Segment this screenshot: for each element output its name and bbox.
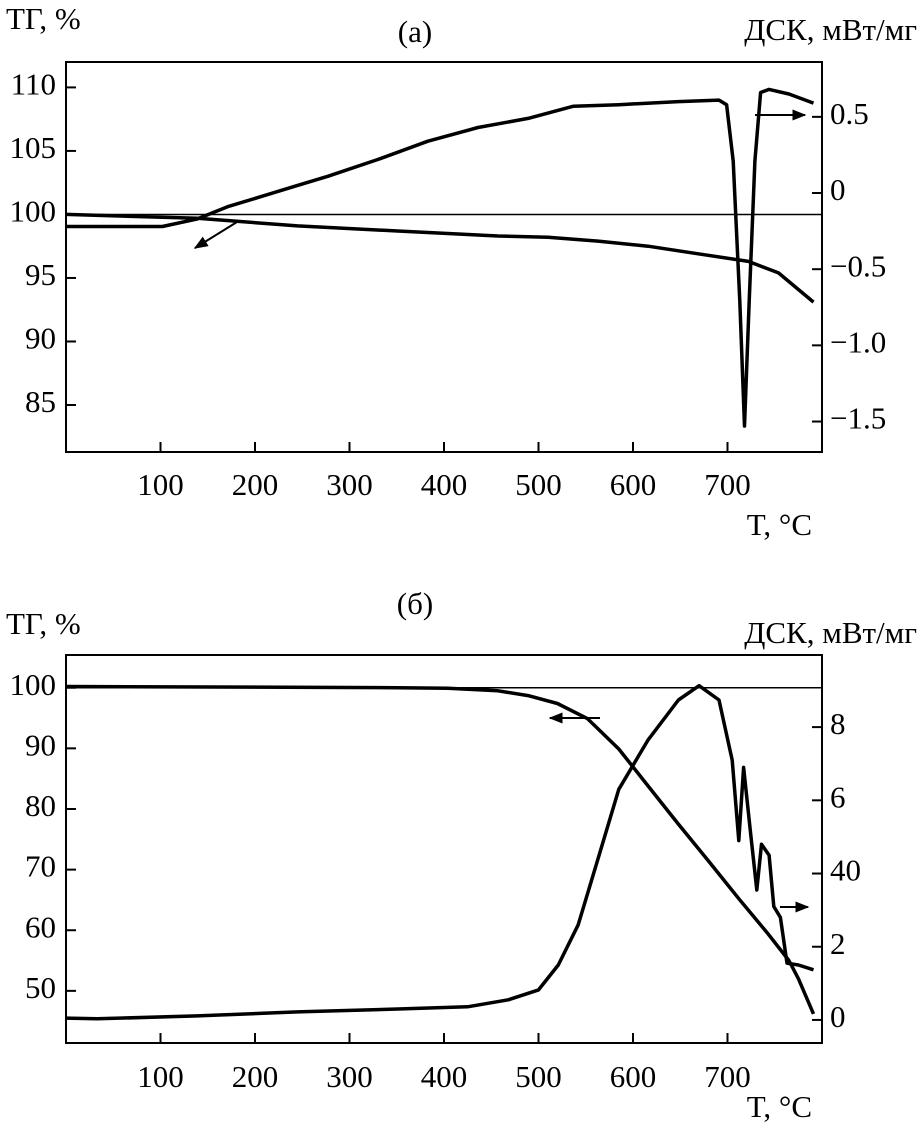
y-tick-label: 105 [10,130,57,165]
x-tick-label: 300 [326,1059,373,1094]
y-tick-label: 90 [25,727,56,762]
y-axis-label: ТГ, % [6,1,81,36]
y2-tick-label: 6 [830,779,846,814]
x-tick-label: 500 [515,1059,562,1094]
x-tick-label: 700 [704,467,751,502]
y-tick-label: 60 [25,909,56,944]
y2-tick-label: 8 [830,706,846,741]
data-line [65,683,815,1021]
y2-tick-label: 40 [830,853,861,888]
y-tick-label: 90 [25,321,56,356]
x-tick-label: 500 [515,467,562,502]
y2-tick-label: 2 [830,926,846,961]
data-line [65,684,816,1015]
x-tick-label: 400 [421,467,468,502]
x-axis-label: T, °C [747,507,812,542]
x-tick-label: 400 [421,1059,468,1094]
x-tick-label: 700 [704,1059,751,1094]
y-tick-label: 100 [10,194,57,229]
y-tick-label: 110 [11,67,56,102]
panel-title: (б) [397,586,433,621]
x-tick-label: 600 [610,1059,657,1094]
y-axis-label: ТГ, % [6,606,81,641]
y2-tick-label: −0.5 [830,248,886,283]
panel-title: (а) [398,14,432,49]
x-tick-label: 200 [232,1059,279,1094]
x-tick-label: 600 [610,467,657,502]
axis-arrow [193,221,238,249]
data-line [66,87,815,428]
y2-tick-label: 0.5 [830,96,869,131]
x-tick-label: 200 [232,467,279,502]
x-tick-label: 100 [137,1059,184,1094]
y2-tick-label: −1.5 [830,401,886,436]
data-line [65,212,815,304]
y2-tick-label: −1.0 [830,324,886,359]
y-tick-label: 95 [25,257,56,292]
x-axis-label: T, °C [747,1089,812,1124]
y-tick-label: 100 [10,667,57,702]
y2-tick-label: 0 [830,172,846,207]
y-tick-label: 80 [25,788,56,823]
y-tick-label: 50 [25,970,56,1005]
y2-axis-label: ДСК, мВт/мг [744,12,917,47]
y-tick-label: 70 [25,849,56,884]
y-tick-label: 85 [25,384,56,419]
x-tick-label: 100 [137,467,184,502]
y2-axis-label: ДСК, мВт/мг [744,615,917,650]
plot-frame [65,654,823,1044]
x-tick-label: 300 [326,467,373,502]
y2-tick-label: 0 [830,999,846,1034]
